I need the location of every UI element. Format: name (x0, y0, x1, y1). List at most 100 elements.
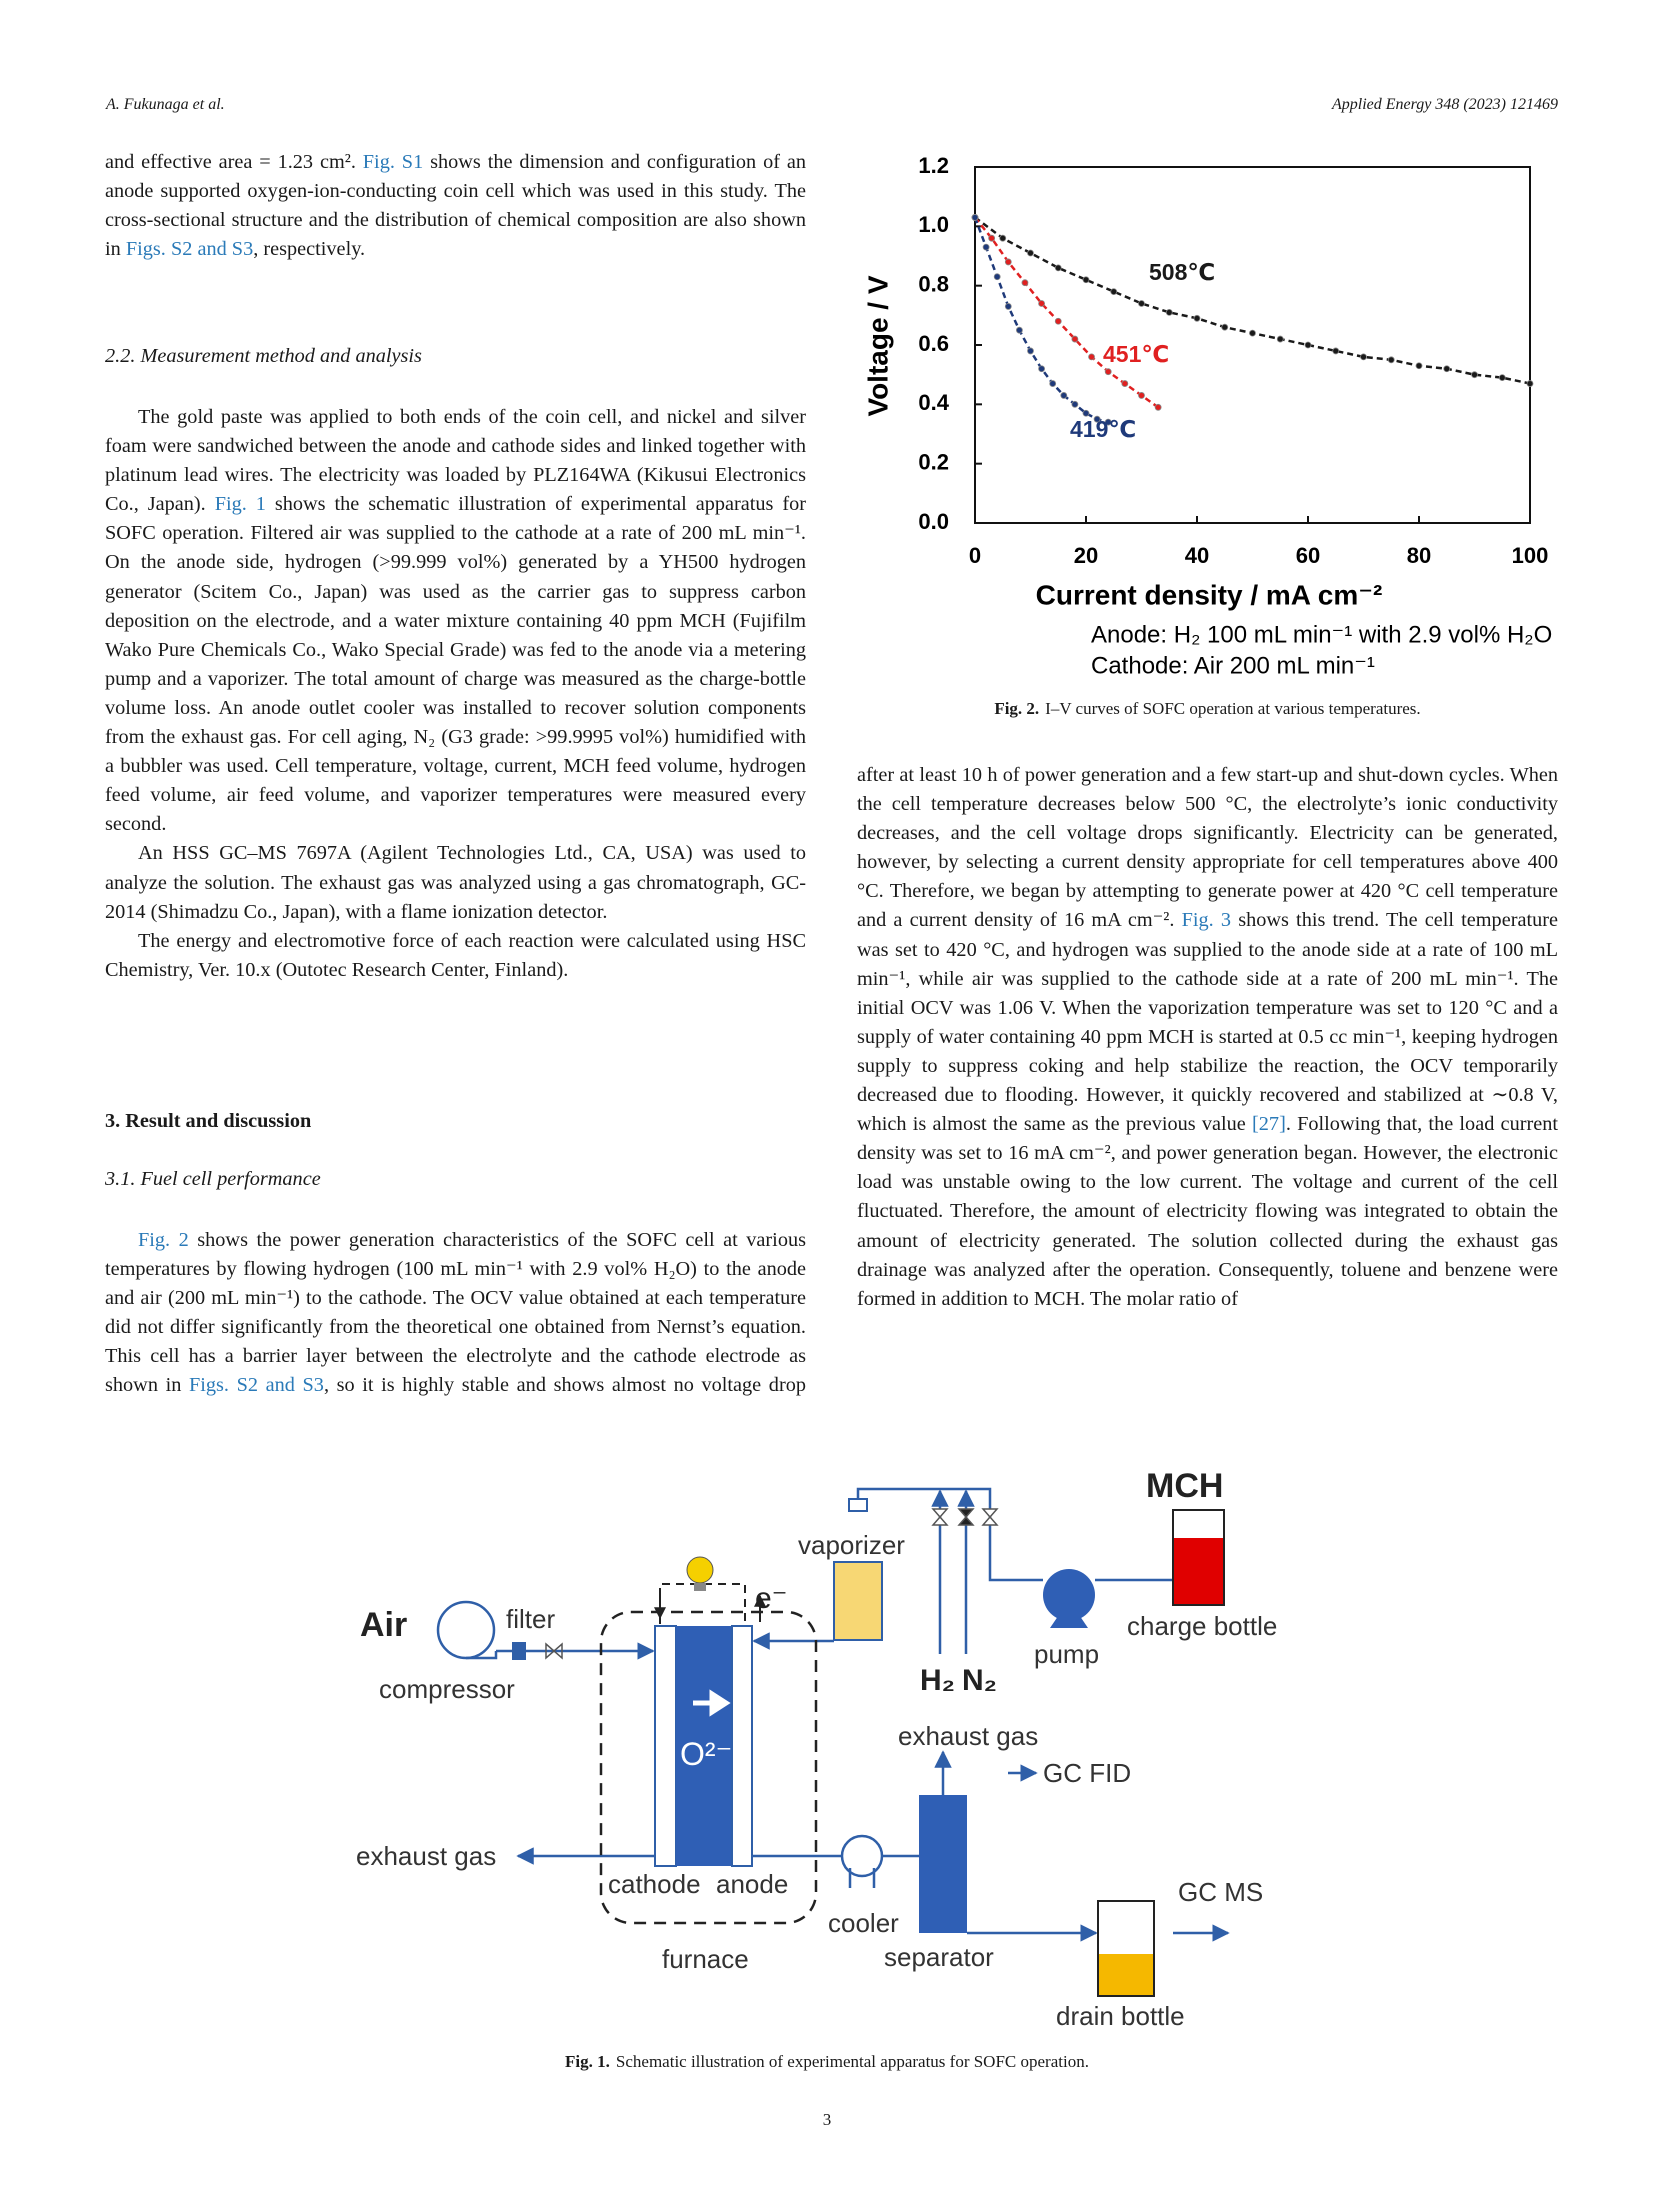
data-point (1082, 409, 1090, 417)
data-point (982, 243, 990, 251)
data-point (1071, 335, 1079, 343)
text-run: shows the dimension and configuration of… (105, 151, 806, 261)
link[interactable]: Figs. S2 and S3 (125, 238, 254, 261)
data-point (1088, 353, 1095, 361)
x-tick-label: 80 (1407, 543, 1431, 568)
chart-note: Cathode: Air 200 mL min⁻¹ (1091, 652, 1375, 679)
link[interactable]: Fig. 1 (214, 493, 266, 516)
data-point (999, 234, 1007, 242)
text-run: shows this trend. The cell temperature w… (857, 909, 1558, 1136)
data-point (993, 273, 1001, 281)
data-point (1054, 264, 1062, 272)
caption-text: I–V curves of SOFC operation at various … (1045, 699, 1421, 718)
label: exhaust gas (356, 1841, 496, 1871)
data-point (1121, 380, 1129, 387)
label: anode (716, 1869, 788, 1899)
text-run: and effective area = 1.23 cm². (105, 151, 363, 173)
label: GC FID (1043, 1758, 1131, 1788)
series-line (974, 216, 1531, 385)
data-point (1004, 258, 1012, 266)
label: H₂ (920, 1664, 955, 1697)
paragraph: An HSS GC–MS 7697A (Agilent Technologies… (105, 839, 806, 926)
data-point (1165, 308, 1173, 316)
data-point (1193, 314, 1201, 322)
data-point (1071, 400, 1079, 408)
y-tick-label: 0.2 (918, 449, 949, 474)
text-run: shows the schematic illustration of expe… (105, 493, 807, 836)
link[interactable]: Fig. 3 (1181, 909, 1232, 932)
caption-label: Fig. 2. (994, 699, 1040, 718)
text-block: Fig. 2 shows the power generation charac… (105, 1226, 806, 1401)
drain-liquid (1099, 1954, 1153, 1995)
label: drain bottle (1056, 2001, 1185, 2031)
data-point (1415, 362, 1423, 370)
label: charge bottle (1127, 1611, 1277, 1641)
plot-frame (974, 166, 1531, 524)
section-heading: 3. Result and discussion (105, 1110, 312, 1132)
data-point (1004, 303, 1012, 310)
link[interactable]: Fig. S1 (362, 151, 424, 173)
x-axis-label: Current density / mA cm⁻² (1036, 579, 1383, 610)
running-journal: Applied Energy 348 (2023) 121469 (1331, 96, 1558, 113)
series-line (973, 216, 1109, 424)
text-run: The gold paste was applied to both ends … (105, 406, 806, 516)
series-line (974, 216, 1159, 409)
figure-2-chart: Current density / mA cm⁻² Voltage / V An… (862, 153, 1552, 680)
series-label: 508℃ (1149, 259, 1215, 285)
data-point (1471, 371, 1478, 379)
data-point (1276, 335, 1284, 343)
data-point (1249, 329, 1256, 337)
data-point (1016, 326, 1023, 334)
text-run: The energy and electromotive force of ea… (105, 929, 806, 981)
data-point (1038, 300, 1045, 307)
data-point (1154, 403, 1162, 411)
label: furnace (662, 1944, 749, 1974)
y-tick-label: 0.4 (918, 390, 949, 415)
furnace (599, 1610, 818, 1925)
label: compressor (379, 1674, 515, 1704)
ion-arrow (693, 1689, 731, 1717)
data-point (1049, 380, 1057, 387)
data-point (971, 214, 979, 221)
label: O²⁻ (680, 1736, 732, 1772)
paragraph: The energy and electromotive force of ea… (105, 927, 806, 985)
label: N₂ (962, 1664, 997, 1697)
data-point (1360, 353, 1367, 361)
paragraph: Fig. 2 shows the power generation charac… (105, 1226, 806, 1401)
text-block: The gold paste was applied to both ends … (105, 403, 806, 985)
label: cathode (608, 1869, 701, 1899)
data-point (1221, 323, 1229, 331)
data-point (1138, 392, 1145, 399)
text-run: after at least 10 h of power generation … (857, 764, 1558, 932)
text-run: shows the power generation characteristi… (105, 1229, 806, 1397)
label: MCH (1146, 1467, 1223, 1505)
anode (731, 1625, 753, 1867)
text-run: , respectively. (253, 238, 366, 261)
chart-note: Anode: H₂ 100 mL min⁻¹ with 2.9 vol% H₂O (1091, 621, 1552, 648)
link[interactable]: Fig. 2 (138, 1229, 189, 1251)
y-tick-label: 0.6 (918, 331, 949, 356)
vaporizer-head (848, 1498, 868, 1512)
y-axis-label: Voltage / V (862, 275, 893, 416)
paragraph: The gold paste was applied to both ends … (105, 403, 806, 839)
caption-text: Schematic illustration of experimental a… (615, 2052, 1089, 2071)
data-point (1498, 374, 1506, 382)
section-heading: 2.2. Measurement method and analysis (105, 345, 422, 367)
text-run: An HSS GC–MS 7697A (Agilent Technologies… (105, 842, 806, 923)
charge-liquid (1174, 1538, 1223, 1604)
data-point (1110, 288, 1118, 296)
y-tick-label: 1.0 (918, 212, 949, 237)
paragraph: and effective area = 1.23 cm². Fig. S1 s… (105, 148, 806, 264)
data-point (1054, 317, 1062, 325)
valves (931, 1508, 999, 1526)
data-point (1332, 347, 1340, 355)
data-point (1526, 380, 1534, 387)
link[interactable]: Figs. S2 and S3 (188, 1374, 324, 1397)
pump (1043, 1569, 1095, 1621)
label: filter (506, 1604, 555, 1634)
text-run: , so it is highly stable and shows almos… (323, 1374, 806, 1397)
link[interactable]: [27] (1252, 1113, 1286, 1136)
data-point (988, 234, 996, 242)
x-tick-label: 40 (1185, 543, 1209, 568)
